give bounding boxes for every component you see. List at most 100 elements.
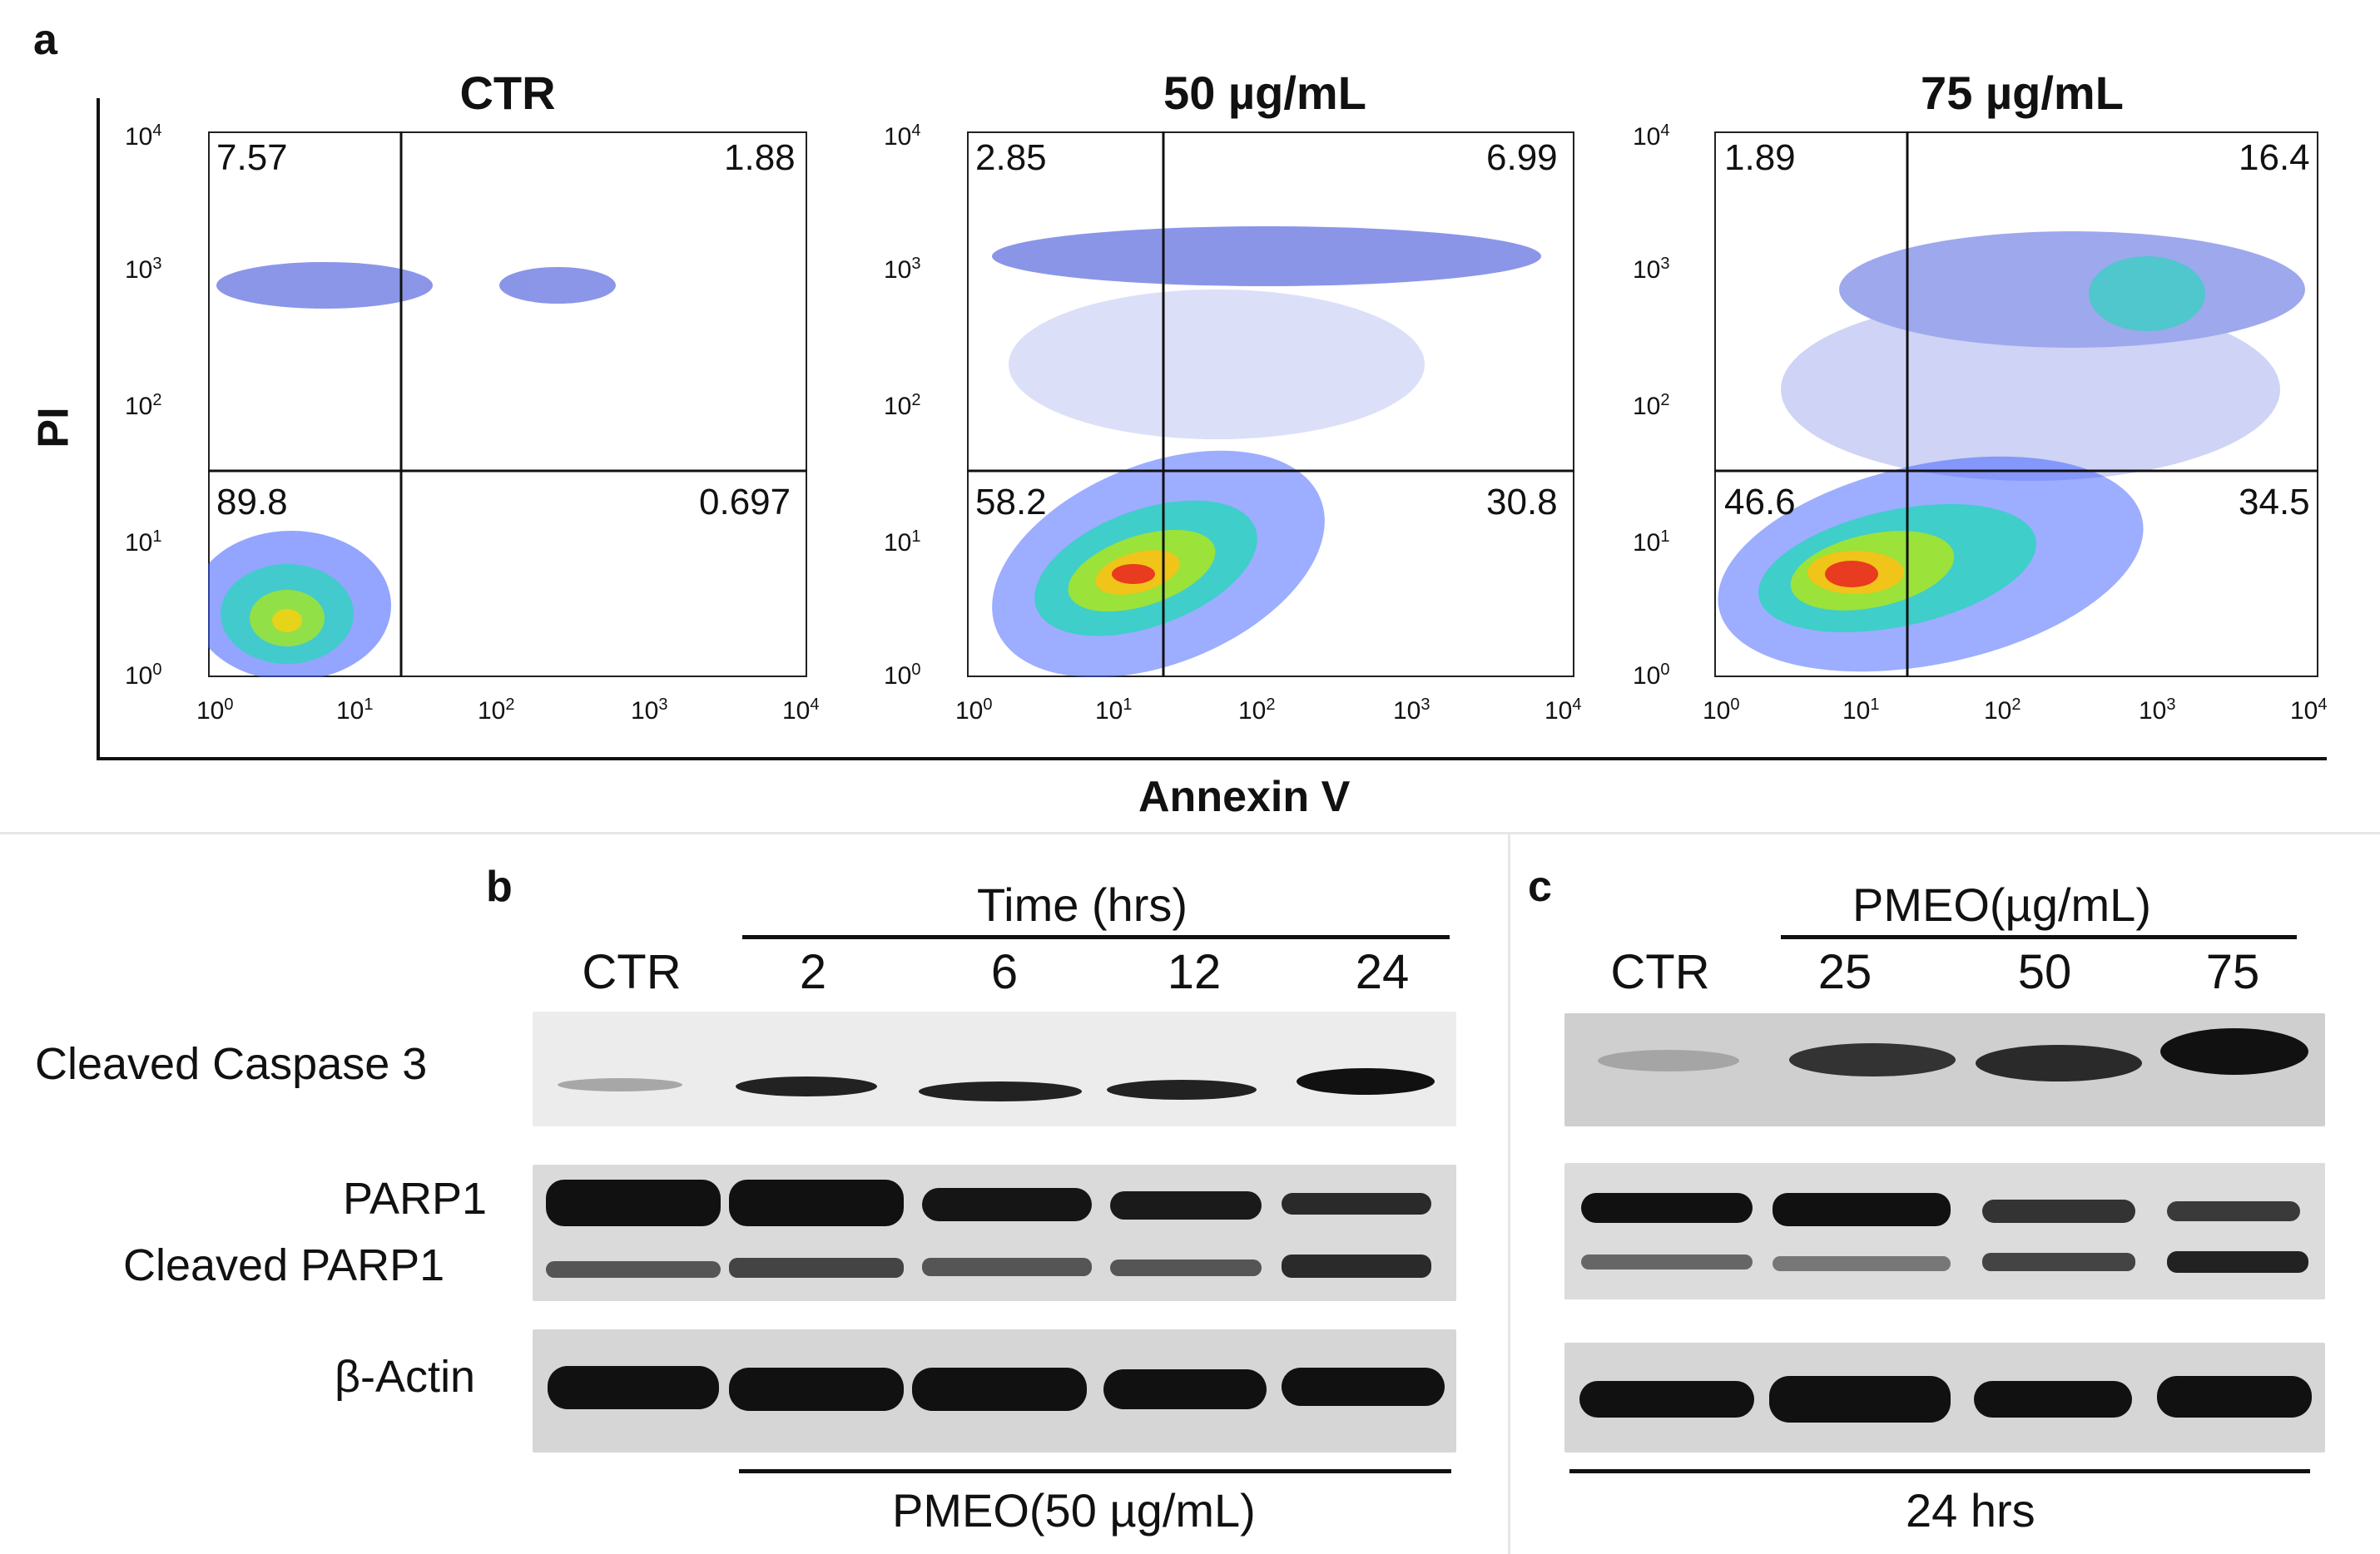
plot-frame [1714, 131, 2318, 677]
band [922, 1188, 1092, 1221]
ytick-1: 101 [1633, 527, 1670, 557]
dots-scatter-upper [216, 262, 616, 309]
upper-right-cluster [2089, 256, 2205, 331]
quad-ur-ctr: 1.88 [724, 137, 796, 178]
panel-b-header: Time (hrs) [977, 878, 1188, 931]
panel-b-header-line [742, 935, 1450, 939]
quad-ll-75: 46.6 [1724, 482, 1796, 522]
plot-title-ctr: CTR [459, 67, 556, 119]
xtick-3: 103 [1393, 695, 1430, 725]
xtick-2: 102 [478, 695, 515, 725]
band [2157, 1376, 2312, 1418]
lane-label-ctr: CTR [582, 945, 682, 999]
ytick-1: 101 [884, 527, 921, 557]
density-cluster [992, 450, 1325, 677]
band [1974, 1381, 2132, 1418]
xtick-0: 100 [955, 695, 993, 725]
band [1598, 1050, 1739, 1071]
ytick-2: 102 [1633, 391, 1670, 420]
xtick-1: 101 [1095, 695, 1133, 725]
ytick-4: 104 [125, 121, 162, 151]
band [548, 1366, 719, 1409]
ytick-4: 104 [1633, 121, 1670, 151]
ytick-0: 100 [125, 661, 162, 690]
panel-b-footer: PMEO(50 µg/mL) [892, 1484, 1256, 1537]
band [546, 1261, 721, 1278]
ytick-2: 102 [884, 391, 921, 420]
flow-plot-ctr [208, 131, 807, 677]
lane-label-25: 25 [1817, 945, 1872, 999]
panel-b-letter: b [486, 863, 513, 911]
panel-c-header-line [1781, 935, 2297, 939]
lane-label-24: 24 [1355, 945, 1410, 999]
band [729, 1258, 904, 1278]
section-divider-horizontal [0, 832, 2380, 834]
xtick-2: 102 [1984, 695, 2021, 725]
band [1103, 1369, 1267, 1409]
ytick-3: 103 [1633, 255, 1670, 284]
xtick-0: 100 [1703, 695, 1740, 725]
ytick-4: 104 [884, 121, 921, 151]
band [1773, 1256, 1951, 1271]
band [1789, 1043, 1956, 1076]
lane-label-50: 50 [2017, 945, 2072, 999]
band [1579, 1381, 1754, 1418]
ytick-2: 102 [125, 391, 162, 420]
blot-c-actin [1564, 1343, 2325, 1453]
ytick-0: 100 [1633, 661, 1670, 690]
band [1581, 1193, 1753, 1223]
flow-plot-75 [1714, 131, 2318, 677]
panel-b-footer-line [739, 1469, 1451, 1473]
lane-label-2: 2 [799, 945, 827, 999]
blot-c-parp1 [1564, 1163, 2325, 1299]
lane-label-ctr: CTR [1610, 945, 1710, 999]
quad-ul-ctr: 7.57 [216, 137, 288, 178]
outer-frame-left [97, 98, 100, 760]
plot-frame [967, 131, 1574, 677]
band [729, 1368, 904, 1411]
xtick-0: 100 [196, 695, 234, 725]
quad-lr-50: 30.8 [1486, 482, 1558, 522]
panel-a-letter: a [33, 16, 57, 64]
band [1282, 1368, 1445, 1406]
band [1982, 1200, 2135, 1223]
band [1581, 1255, 1753, 1269]
quad-ur-50: 6.99 [1486, 137, 1558, 178]
band [1107, 1080, 1257, 1100]
row-label-cleaved-caspase3: Cleaved Caspase 3 [35, 1039, 428, 1089]
plot-frame [208, 131, 807, 677]
lane-label-6: 6 [990, 945, 1019, 999]
dots-scatter-upper [992, 226, 1541, 439]
band [912, 1368, 1087, 1411]
band [922, 1258, 1092, 1276]
quad-lr-75: 34.5 [2239, 482, 2310, 522]
band [729, 1180, 904, 1226]
band [2160, 1028, 2308, 1075]
row-label-cleaved-parp1: Cleaved PARP1 [123, 1240, 445, 1290]
panel-c-footer-line [1569, 1469, 2310, 1473]
xtick-4: 104 [2290, 695, 2328, 725]
band [1282, 1193, 1431, 1215]
dots-scatter-upper [1781, 231, 2305, 481]
quad-ll-ctr: 89.8 [216, 482, 288, 522]
band [1976, 1045, 2142, 1081]
ytick-1: 101 [125, 527, 162, 557]
quad-ul-75: 1.89 [1724, 137, 1796, 178]
quad-ll-50: 58.2 [975, 482, 1047, 522]
band [1769, 1376, 1951, 1423]
panel-c-letter: c [1528, 863, 1552, 911]
density-cluster [208, 531, 391, 677]
x-axis-label: Annexin V [1138, 773, 1351, 821]
blot-c-caspase3 [1564, 1013, 2325, 1126]
band [919, 1081, 1082, 1101]
xtick-1: 101 [1842, 695, 1880, 725]
density-cluster [1718, 456, 2144, 672]
ytick-0: 100 [884, 661, 921, 690]
panel-c-footer: 24 hrs [1906, 1484, 2035, 1537]
flow-plot-50 [967, 131, 1574, 677]
band [558, 1078, 682, 1091]
plot-title-75: 75 µg/mL [1921, 67, 2124, 119]
band [1297, 1068, 1435, 1095]
band [1773, 1193, 1951, 1226]
blot-b-actin [533, 1329, 1456, 1453]
